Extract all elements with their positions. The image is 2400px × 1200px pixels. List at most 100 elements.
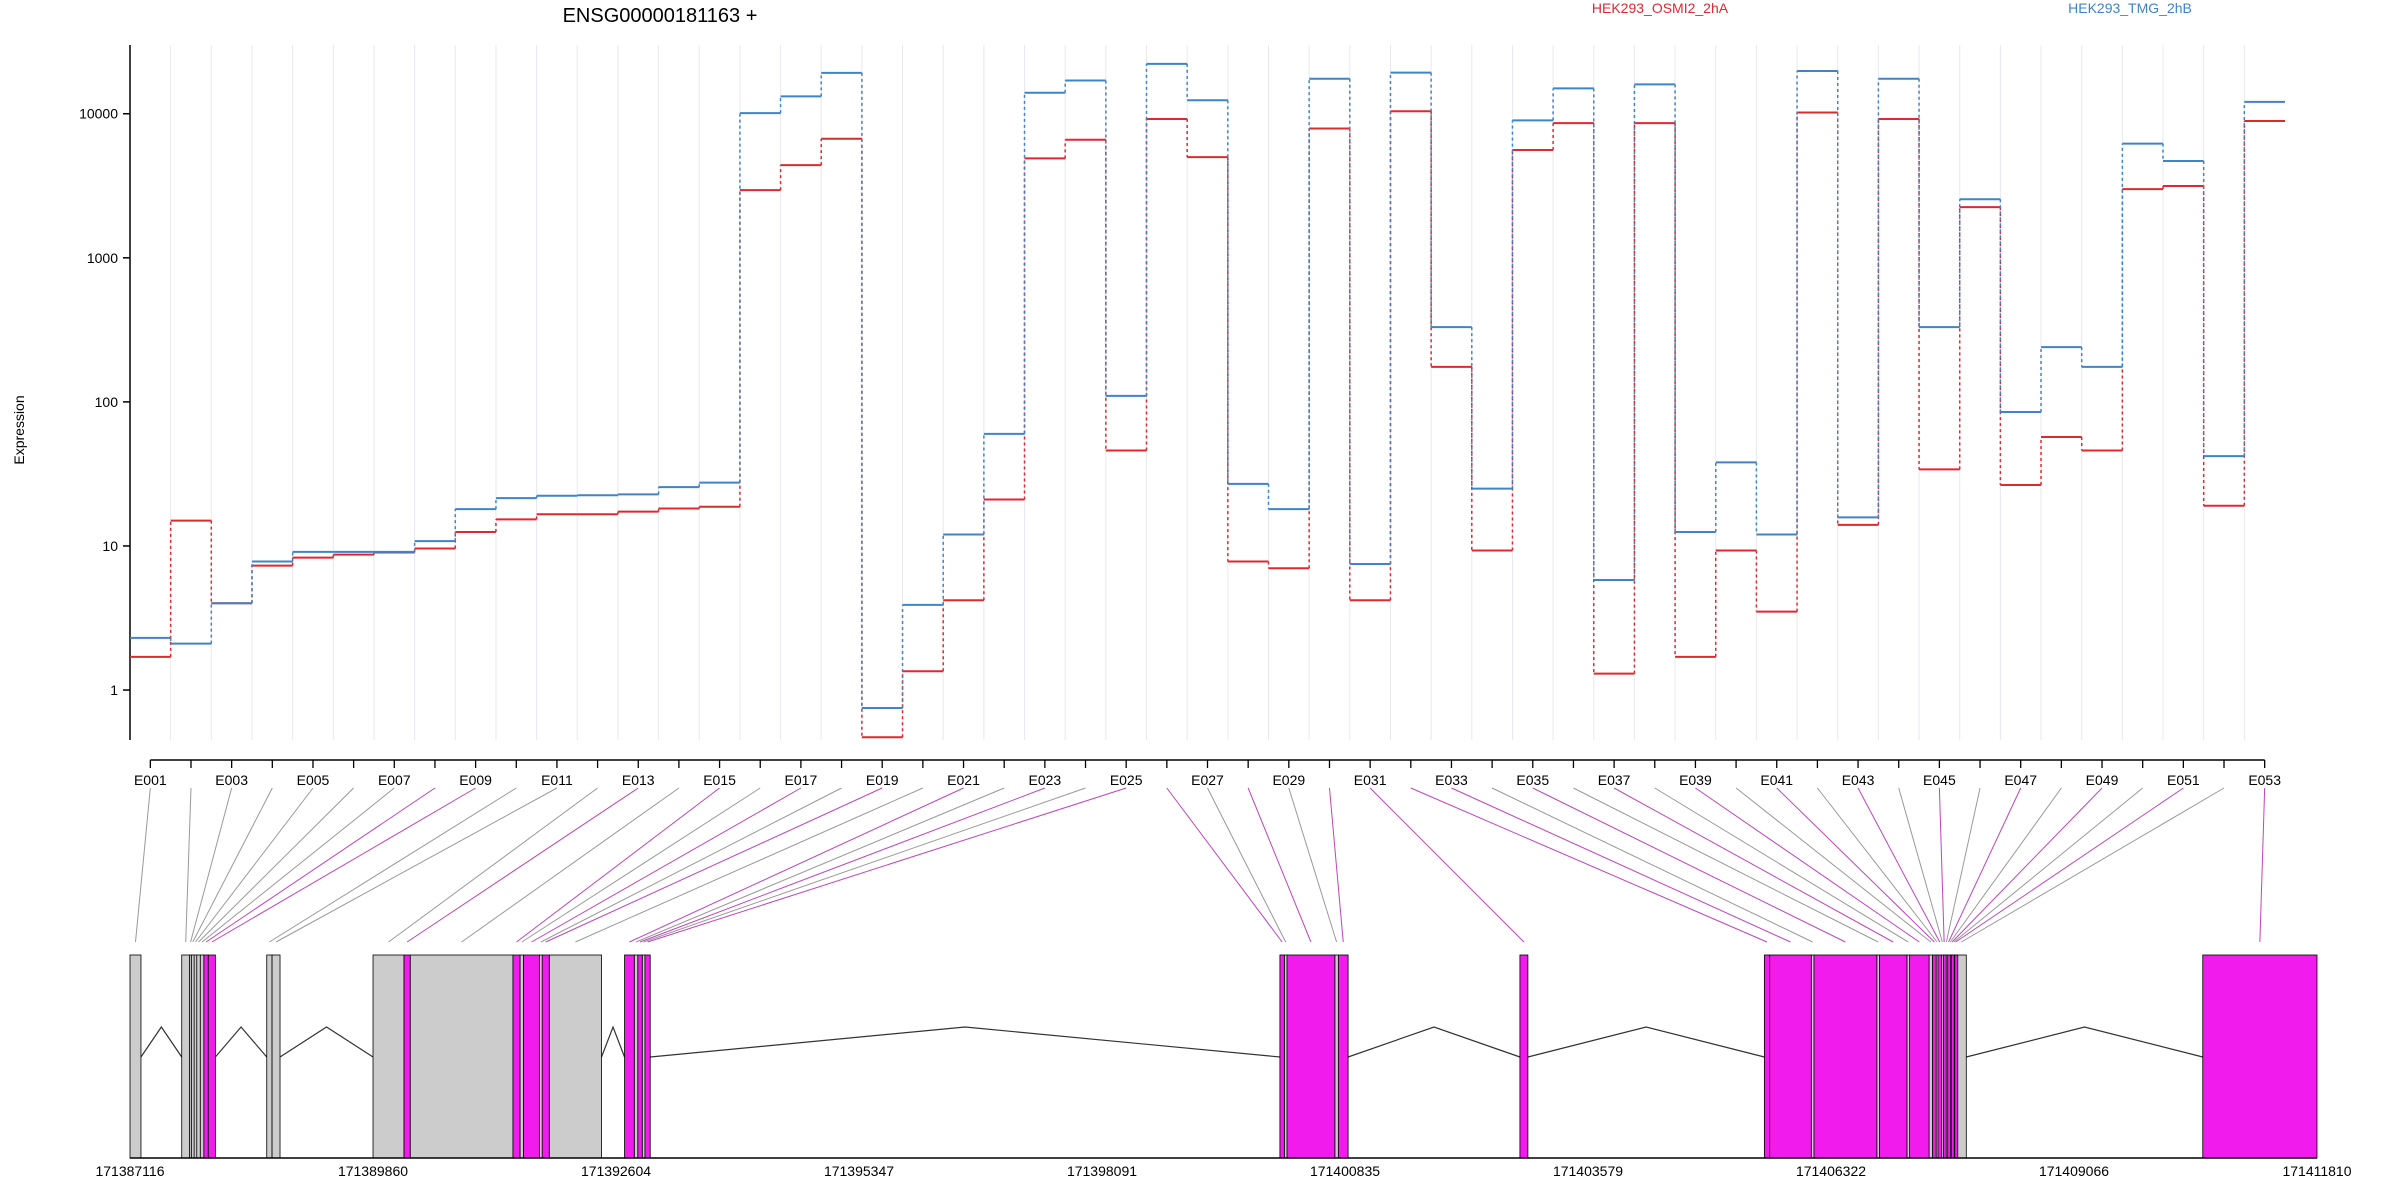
x-tick-label: E021 — [947, 772, 980, 788]
intron-line — [1347, 1026, 1521, 1058]
exon-box-E053 — [2202, 954, 2318, 1159]
exon-box-E037 — [1879, 954, 1908, 1159]
connector-E007 — [201, 787, 395, 943]
connector-E004 — [192, 787, 273, 943]
x-tick-label: E003 — [215, 772, 248, 788]
connector-E025 — [647, 787, 1127, 943]
exon-box-E026 — [1279, 954, 1285, 1159]
connector-E033 — [1451, 787, 1791, 943]
x-tick-label: E047 — [2004, 772, 2037, 788]
intron-line — [140, 1025, 183, 1058]
exon-connectors — [134, 787, 2266, 943]
genomic-coordinate-label: 171389860 — [338, 1163, 408, 1179]
exon-box-E047 — [1947, 954, 1952, 1159]
connector-E038 — [1654, 787, 1909, 943]
x-tick-label: E013 — [622, 772, 655, 788]
x-tick-label: E031 — [1354, 772, 1387, 788]
connector-E001 — [134, 787, 151, 943]
connector-E009 — [211, 787, 476, 943]
connector-E019 — [545, 787, 883, 943]
connector-E017 — [531, 787, 802, 943]
exon-box-E032 — [1763, 954, 1771, 1159]
exon-box-E007 — [199, 954, 205, 1159]
intron-line — [1527, 1026, 1765, 1058]
connector-E047 — [1948, 787, 2022, 943]
y-tick-label: 10 — [102, 538, 118, 554]
chart-title: ENSG00000181163 + — [563, 5, 758, 27]
x-tick-label: E005 — [297, 772, 330, 788]
exon-box-E022 — [633, 954, 639, 1159]
genomic-coordinate-label: 171395347 — [824, 1163, 894, 1179]
legend-label-series-b: HEK293_TMG_2hB — [2068, 0, 2192, 16]
connector-E041 — [1776, 787, 1935, 943]
exon-box-E049 — [1950, 954, 1955, 1159]
x-tick-label: E053 — [2248, 772, 2281, 788]
connector-E002 — [185, 787, 192, 943]
exon-box-E008 — [203, 954, 209, 1159]
genomic-coordinate-label: 171398091 — [1067, 1163, 1137, 1179]
exon-box-E009 — [207, 954, 216, 1159]
x-tick-label: E017 — [785, 772, 818, 788]
connector-E021 — [629, 787, 964, 943]
x-tick-label: E015 — [703, 772, 736, 788]
genomic-coordinate-label: 171403579 — [1553, 1163, 1623, 1179]
exon-box-E033 — [1769, 954, 1812, 1159]
exon-box-E041 — [1932, 954, 1937, 1159]
exon-box-E013 — [403, 954, 411, 1159]
connector-E049 — [1951, 787, 2103, 943]
y-tick-label: 100 — [95, 394, 119, 410]
y-tick-label: 10000 — [79, 106, 118, 122]
connector-E035 — [1532, 787, 1846, 943]
exon-box-E015 — [512, 954, 521, 1159]
connector-E048 — [1949, 787, 2062, 943]
connector-E005 — [195, 787, 314, 943]
exon-box-E020 — [548, 954, 602, 1159]
x-tick-label: E049 — [2086, 772, 2119, 788]
exon-box-E017 — [523, 954, 540, 1159]
intron-line — [650, 1026, 1280, 1058]
y-tick-label: 1000 — [87, 250, 118, 266]
x-tick-label: E007 — [378, 772, 411, 788]
connector-E045 — [1938, 787, 1945, 943]
genomic-coordinate-label: 171411810 — [2282, 1163, 2351, 1179]
x-tick-label: E023 — [1029, 772, 1062, 788]
y-axis-label: Expression — [11, 395, 27, 464]
exon-box-E012 — [372, 954, 405, 1159]
connector-E006 — [198, 787, 354, 943]
x-tick-label: E025 — [1110, 772, 1143, 788]
connector-E010 — [269, 787, 517, 943]
exon-box-E010 — [266, 954, 273, 1159]
connector-E052 — [1961, 787, 2225, 943]
gene-model-track: 171387116 171389860 171392604 171395347 1713… — [95, 954, 2352, 1179]
genomic-coordinate-label: 171400835 — [1310, 1163, 1380, 1179]
x-tick-label: E011 — [541, 772, 573, 788]
genomic-coordinate-label: 171392604 — [581, 1163, 651, 1179]
x-tick-label: E039 — [1679, 772, 1712, 788]
exon-box-E029 — [1334, 954, 1339, 1159]
y-tick-label: 1 — [110, 682, 118, 698]
x-tick-label: E037 — [1598, 772, 1631, 788]
connector-E020 — [575, 787, 924, 943]
connector-E012 — [388, 787, 598, 943]
genomic-coordinate-label: 171387116 — [95, 1163, 164, 1179]
data-series — [130, 62, 2285, 739]
x-tick-label: E009 — [459, 772, 492, 788]
connector-E016 — [521, 787, 761, 943]
legend-label-series-a: HEK293_OSMI2_2hA — [1592, 0, 1729, 16]
x-tick-label: E051 — [2167, 772, 2200, 788]
connector-E029 — [1288, 787, 1338, 943]
connector-E032 — [1410, 787, 1768, 943]
exon-box-E031 — [1519, 954, 1529, 1159]
connector-E008 — [205, 787, 436, 943]
exon-box-E001 — [129, 954, 142, 1159]
exon-box-E030 — [1337, 954, 1349, 1159]
x-tick-label: E043 — [1842, 772, 1875, 788]
intron-line — [279, 1026, 374, 1058]
connector-E003 — [190, 787, 233, 943]
connector-E039 — [1695, 787, 1920, 943]
exon-box-E016 — [519, 954, 524, 1159]
exon-box-E040 — [1928, 954, 1934, 1159]
connector-E023 — [639, 787, 1046, 943]
exon-box-E043 — [1937, 954, 1942, 1159]
intron-line — [1966, 1026, 2203, 1058]
